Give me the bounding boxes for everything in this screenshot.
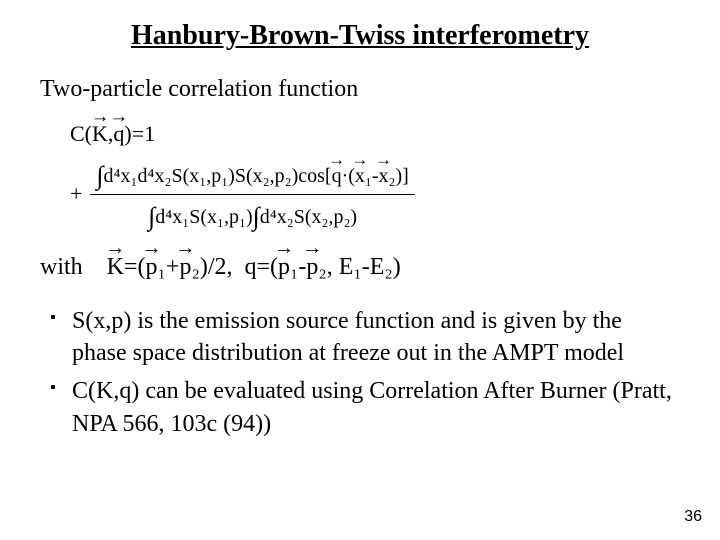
page-number: 36: [684, 508, 702, 526]
vector-p1: p: [146, 254, 158, 281]
num-sx1p1: S(x₁,p₁): [171, 165, 234, 187]
vector-x1-num: x: [355, 162, 365, 190]
eq-rhs: )=1: [124, 121, 155, 146]
bullet-list: S(x,p) is the emission source function a…: [50, 305, 680, 441]
num-cos-open: cos[: [298, 165, 331, 187]
vector-K-def: K: [107, 254, 124, 281]
vector-p1b: p: [278, 254, 290, 281]
num-d4x2: d⁴x₂: [138, 165, 172, 187]
page-title: Hanbury-Brown-Twiss interferometry: [40, 20, 680, 52]
vector-p2: p: [179, 254, 191, 281]
vector-x2-num: x: [379, 162, 389, 190]
bullet-item: C(K,q) can be evaluated using Correlatio…: [50, 375, 680, 440]
subtitle-text: Two-particle correlation function: [40, 76, 680, 103]
numerator: ∫d⁴x₁d⁴x₂S(x₁,p₁)S(x₂,p₂)cos[q·(x₁-x₂)]: [90, 156, 414, 195]
num-sx2p2: S(x₂,p₂): [235, 165, 298, 187]
den-d4x2: d⁴x₂: [260, 206, 294, 228]
equation-line-1: C(K,q)=1: [70, 119, 680, 150]
integral-sign: ∫: [96, 161, 103, 190]
with-line: with K=(p₁+p₂)/2, q=(p₁-p₂, E₁-E₂): [40, 254, 680, 281]
vector-q: q: [113, 119, 124, 150]
vector-p2b: p: [306, 254, 318, 281]
den-sx1p1: S(x₁,p₁): [189, 206, 252, 228]
kdef-energies: , E₁-E₂): [327, 254, 401, 280]
integral-sign-d2: ∫: [253, 202, 260, 231]
kdef-half: ₂)/2,: [191, 254, 244, 280]
vector-K: K: [92, 119, 108, 150]
den-d4x1: d⁴x₁: [155, 206, 189, 228]
den-sx2p2: S(x₂,p₂): [294, 206, 357, 228]
vector-q-num: q: [332, 162, 342, 190]
with-label: with: [40, 254, 83, 280]
fraction: ∫d⁴x₁d⁴x₂S(x₁,p₁)S(x₂,p₂)cos[q·(x₁-x₂)] …: [90, 156, 414, 234]
plus-sign: +: [70, 179, 82, 210]
integral-sign-d1: ∫: [148, 202, 155, 231]
equation-block: C(K,q)=1 + ∫d⁴x₁d⁴x₂S(x₁,p₁)S(x₂,p₂)cos[…: [70, 119, 680, 234]
denominator: ∫d⁴x₁S(x₁,p₁)∫d⁴x₂S(x₂,p₂): [90, 195, 414, 233]
bullet-item: S(x,p) is the emission source function a…: [50, 305, 680, 370]
eq-lhs: C(: [70, 121, 92, 146]
equation-line-2: + ∫d⁴x₁d⁴x₂S(x₁,p₁)S(x₂,p₂)cos[q·(x₁-x₂)…: [70, 156, 680, 234]
num-d4x1: d⁴x₁: [104, 165, 138, 187]
